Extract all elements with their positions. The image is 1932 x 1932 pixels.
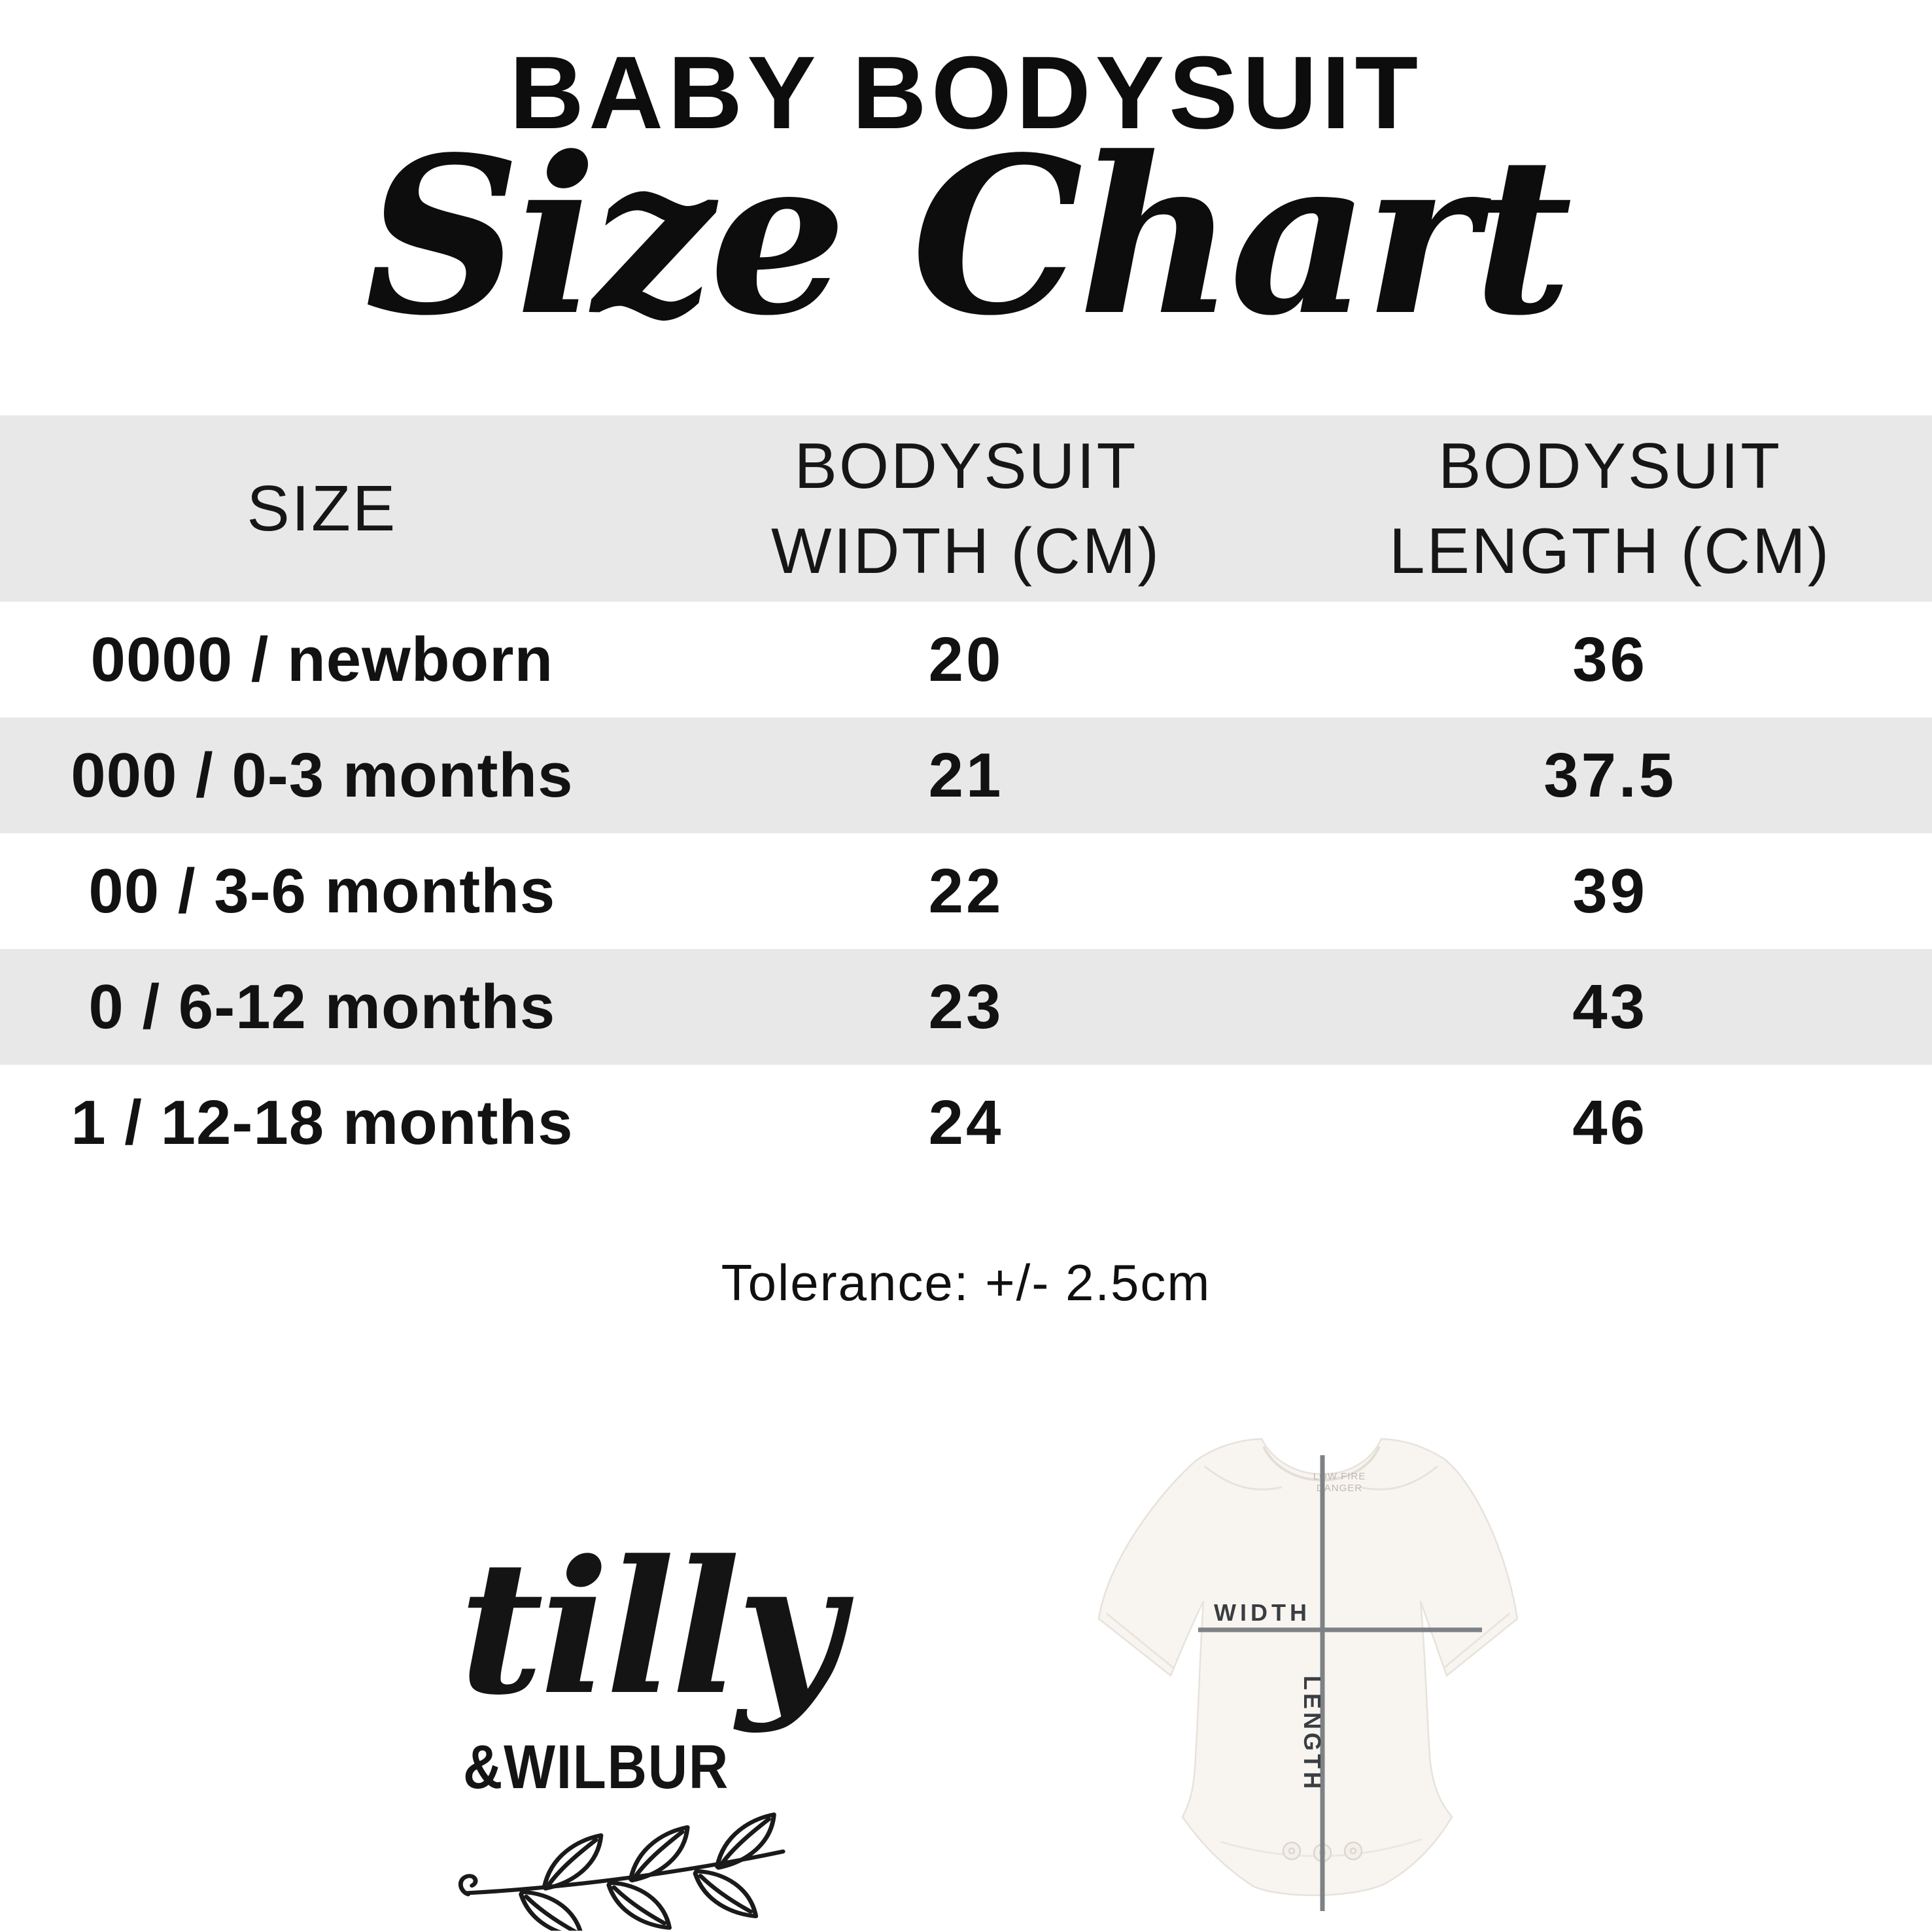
- laurel-leaf: [519, 1889, 583, 1931]
- laurel-leaf: [715, 1812, 776, 1870]
- cuff-crease-right: [1443, 1612, 1510, 1669]
- page-title: BABY BODYSUIT: [509, 35, 1423, 150]
- header-row: SIZE BODYSUIT WIDTH (CM) BODYSUIT LENGTH…: [0, 415, 1932, 602]
- laurel-leaf: [693, 1869, 759, 1918]
- column-header-width: BODYSUIT WIDTH (CM): [770, 430, 1161, 587]
- table-row: 00 / 3-6 months 22 39: [0, 833, 1932, 949]
- table-row: 0 / 6-12 months 23 43: [0, 949, 1932, 1065]
- cell-length-cm: 36: [1572, 624, 1648, 695]
- laurel-leaf: [542, 1833, 604, 1891]
- cell-width-cm: 23: [928, 971, 1004, 1042]
- cell-size: 1 / 12-18 months: [71, 1087, 574, 1158]
- laurel-leaf-vein: [612, 1885, 667, 1925]
- cell-size: 0000 / newborn: [90, 624, 554, 695]
- length-label: LENGTH: [1299, 1676, 1326, 1792]
- cell-size: 000 / 0-3 months: [71, 740, 574, 810]
- snap-button-center: [1288, 1847, 1296, 1855]
- laurel-stem: [463, 1849, 785, 1895]
- cell-size: 00 / 3-6 months: [88, 855, 556, 926]
- cuff-crease-left: [1106, 1612, 1174, 1669]
- laurel-spiral: [458, 1874, 478, 1897]
- envelope-fold-left: [1204, 1465, 1283, 1491]
- laurel-branch-icon: [458, 1812, 785, 1931]
- size-table-header: SIZE BODYSUIT WIDTH (CM) BODYSUIT LENGTH…: [0, 415, 1932, 602]
- cell-size: 0 / 6-12 months: [88, 971, 556, 1042]
- bodysuit-silhouette: [1097, 1438, 1519, 1897]
- bodysuit-image: LOW FIRE DANGER: [1097, 1438, 1519, 1897]
- laurel-leaf-vein: [547, 1838, 598, 1886]
- cell-length-cm: 37.5: [1544, 740, 1677, 810]
- laurel-leaf: [606, 1880, 672, 1930]
- brand-name-caps: &WILBUR: [463, 1733, 730, 1802]
- measurement-lines: [1198, 1455, 1482, 1911]
- table-row: 1 / 12-18 months 24 46: [0, 1065, 1932, 1181]
- cell-width-cm: 20: [928, 624, 1004, 695]
- width-label: WIDTH: [1214, 1599, 1311, 1626]
- laurel-leaf-vein: [524, 1894, 578, 1931]
- brand-name-script: tilly: [459, 1521, 843, 1736]
- table-row: 0000 / newborn 20 36: [0, 602, 1932, 717]
- care-tag-line2: DANGER: [1317, 1483, 1362, 1494]
- cell-width-cm: 21: [928, 740, 1004, 810]
- laurel-leaf-vein: [698, 1873, 753, 1914]
- cell-length-cm: 46: [1572, 1087, 1648, 1158]
- table-row: 000 / 0-3 months 21 37.5: [0, 717, 1932, 833]
- envelope-fold-right: [1360, 1465, 1438, 1491]
- bodysuit-diagram: LOW FIRE DANGER WIDTH LENGTH: [1097, 1438, 1519, 1911]
- laurel-leaf-vein: [633, 1829, 685, 1878]
- cell-length-cm: 39: [1572, 855, 1648, 926]
- size-table-body: 0000 / newborn 20 36 000 / 0-3 months 21 37.5…: [0, 602, 1932, 1181]
- size-table: SIZE BODYSUIT WIDTH (CM) BODYSUIT LENGTH…: [0, 415, 1932, 1181]
- column-header-size: SIZE: [247, 472, 398, 544]
- cell-length-cm: 43: [1572, 971, 1648, 1042]
- laurel-leaf-vein: [719, 1817, 771, 1865]
- cell-width-cm: 24: [928, 1087, 1004, 1158]
- column-header-length: BODYSUIT LENGTH (CM): [1389, 430, 1831, 587]
- snap-buttons: [1282, 1841, 1363, 1863]
- snap-button-center: [1349, 1847, 1357, 1855]
- tolerance-note: Tolerance: +/- 2.5cm: [721, 1254, 1211, 1311]
- page-subtitle: Size Chart: [364, 109, 1573, 363]
- laurel-leaf: [628, 1825, 690, 1883]
- care-tag-line1: LOW FIRE: [1313, 1471, 1366, 1482]
- cell-width-cm: 22: [928, 855, 1004, 926]
